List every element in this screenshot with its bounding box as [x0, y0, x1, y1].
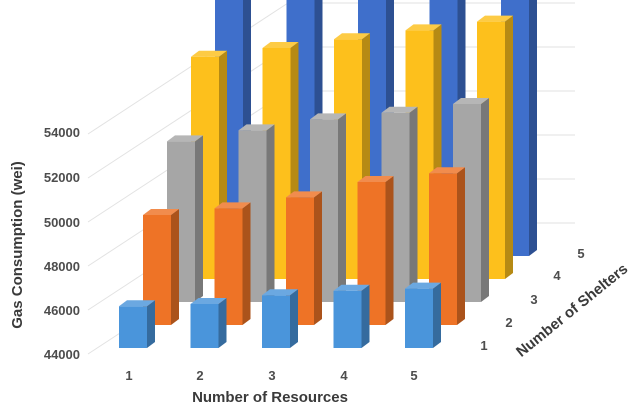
- bar-side: [481, 98, 489, 302]
- bar-side: [361, 284, 370, 348]
- bar-top: [429, 167, 465, 174]
- series-1: [119, 282, 441, 348]
- bar-top: [214, 202, 251, 209]
- x-tick-label: 2: [196, 368, 203, 383]
- depth-tick-label: 1: [480, 338, 487, 353]
- y-tick-label: 54000: [44, 125, 80, 140]
- bar: [262, 289, 298, 348]
- bar-side: [266, 124, 275, 303]
- bar-top: [262, 42, 299, 48]
- bar-front: [190, 304, 219, 348]
- series-3: [167, 98, 489, 303]
- depth-tick-label: 4: [553, 268, 561, 283]
- bar-side: [529, 0, 537, 256]
- bar: [119, 300, 155, 348]
- bar: [190, 298, 227, 348]
- bar-side: [290, 289, 298, 348]
- bar-side: [409, 106, 418, 302]
- bar-side: [338, 113, 346, 303]
- bar-front: [405, 288, 433, 348]
- bar-front: [333, 290, 362, 348]
- bar-side: [218, 298, 227, 348]
- x-tick-label: 3: [268, 368, 275, 383]
- bar-front: [143, 215, 171, 325]
- depth-tick-label: 5: [577, 246, 584, 261]
- bar-side: [195, 135, 203, 302]
- bar-top: [357, 176, 394, 182]
- bar-side: [505, 15, 513, 279]
- bar: [214, 202, 251, 325]
- bar-front: [214, 208, 243, 325]
- depth-axis-title: Number of Shelters: [513, 260, 628, 360]
- bar-top: [477, 15, 513, 22]
- bar: [333, 284, 370, 348]
- x-tick-label: 5: [410, 368, 417, 383]
- y-tick-label: 52000: [44, 170, 80, 185]
- bar: [143, 209, 179, 325]
- bars: [119, 0, 537, 348]
- bar-top: [167, 135, 203, 142]
- depth-tick-label: 3: [530, 292, 537, 307]
- bar-side: [433, 282, 441, 348]
- y-axis-ticks: 44000 46000 48000 50000 52000 54000: [44, 125, 80, 362]
- bar-top: [333, 284, 370, 291]
- bar-top: [286, 191, 322, 198]
- bar-side: [242, 202, 251, 325]
- series-2: [143, 167, 465, 325]
- bar-top: [381, 106, 418, 113]
- bar: [405, 282, 441, 348]
- y-axis-title: Gas Consumption (wei): [9, 161, 26, 329]
- y-tick-label: 50000: [44, 215, 80, 230]
- bar-side: [457, 167, 465, 325]
- bar-top: [238, 124, 275, 131]
- bar-top: [334, 33, 370, 40]
- bar-top: [453, 98, 489, 104]
- depth-axis-ticks: 1 2 3 4 5: [480, 246, 584, 353]
- bar-front: [262, 295, 290, 348]
- bar-top: [190, 298, 227, 304]
- x-tick-label: 4: [340, 368, 348, 383]
- y-tick-label: 48000: [44, 259, 80, 274]
- x-axis-title: Number of Resources: [192, 389, 348, 405]
- x-tick-label: 1: [125, 368, 132, 383]
- bar-side: [171, 209, 179, 325]
- bar-top: [191, 50, 227, 57]
- bar-side: [147, 300, 155, 348]
- bar-top: [405, 282, 441, 289]
- depth-tick-label: 2: [505, 315, 512, 330]
- bar-top: [262, 289, 298, 296]
- bar-side: [385, 176, 394, 325]
- y-tick-label: 46000: [44, 303, 80, 318]
- y-tick-label: 44000: [44, 347, 80, 362]
- bar-top: [119, 300, 155, 307]
- bar-front: [119, 306, 147, 348]
- x-axis-ticks: 1 2 3 4 5: [125, 368, 417, 383]
- gridline: [87, 46, 289, 179]
- bar-side: [314, 191, 322, 325]
- gridline: [87, 2, 289, 135]
- bar-top: [310, 113, 346, 120]
- bar-top: [405, 24, 442, 31]
- bar-top: [143, 209, 179, 215]
